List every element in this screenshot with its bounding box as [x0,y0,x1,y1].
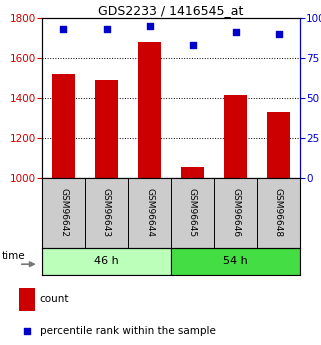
Point [233,30,238,35]
Text: GSM96646: GSM96646 [231,188,240,238]
Text: GSM96642: GSM96642 [59,188,68,237]
Bar [19,288,35,311]
Point [276,31,281,37]
Point [190,42,195,48]
Text: time: time [2,251,26,261]
Point [104,27,109,32]
Bar [138,42,161,178]
Bar [224,95,247,178]
Point [24,328,29,334]
Point [61,27,66,32]
Text: GSM96645: GSM96645 [188,188,197,238]
Text: 46 h: 46 h [94,256,119,266]
Point [147,23,152,29]
Bar [52,74,75,178]
Text: GSM96648: GSM96648 [274,188,283,238]
Bar [171,248,300,275]
Bar [181,167,204,178]
Bar [42,248,171,275]
Bar [95,80,118,178]
Text: GSM96644: GSM96644 [145,188,154,237]
Text: percentile rank within the sample: percentile rank within the sample [40,326,216,336]
Text: GSM96643: GSM96643 [102,188,111,238]
Text: 54 h: 54 h [223,256,248,266]
Bar [267,112,290,178]
Text: count: count [40,295,69,305]
Title: GDS2233 / 1416545_at: GDS2233 / 1416545_at [98,4,244,17]
